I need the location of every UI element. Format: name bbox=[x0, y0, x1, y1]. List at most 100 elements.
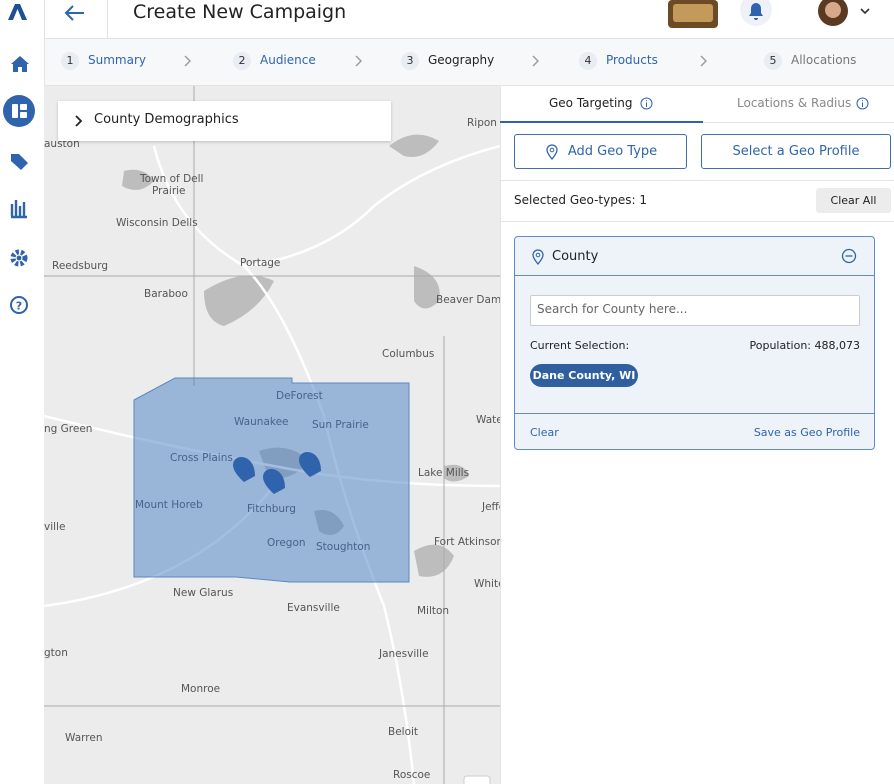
element bbox=[414, 266, 440, 309]
population-value: 488,073 bbox=[814, 339, 861, 352]
step-number: 1 bbox=[61, 52, 79, 70]
element bbox=[204, 275, 274, 326]
home-icon[interactable] bbox=[11, 56, 29, 72]
step-number: 2 bbox=[233, 52, 251, 70]
steps-bar bbox=[45, 39, 894, 86]
select-geo-profile-button[interactable]: Select a Geo Profile bbox=[701, 134, 891, 169]
step-label[interactable]: Audience bbox=[260, 53, 316, 67]
place-label: Waunakee bbox=[234, 416, 289, 428]
place-label: Ripon bbox=[467, 117, 497, 129]
place-label: Baraboo bbox=[144, 288, 188, 300]
button-label: Select a Geo Profile bbox=[732, 144, 860, 159]
chart-icon[interactable] bbox=[10, 200, 27, 219]
place-label: Cross Plains bbox=[170, 452, 233, 464]
dashboard-icon[interactable] bbox=[3, 95, 35, 127]
logo[interactable] bbox=[8, 4, 27, 20]
clear-all-button[interactable]: Clear All bbox=[816, 188, 891, 213]
info-icon[interactable] bbox=[640, 97, 653, 110]
element bbox=[64, 5, 84, 21]
tab[interactable]: Geo Targeting bbox=[549, 96, 633, 110]
map-pin[interactable] bbox=[263, 469, 285, 494]
page-title: Create New Campaign bbox=[133, 1, 347, 23]
place-label: Jefferson bbox=[481, 501, 500, 513]
collapse-button[interactable] bbox=[841, 248, 857, 264]
pins bbox=[233, 452, 321, 494]
place-label: Stoughton bbox=[316, 541, 370, 553]
element bbox=[444, 464, 469, 482]
save-profile-link[interactable]: Save as Geo Profile bbox=[753, 426, 860, 439]
element bbox=[389, 134, 439, 157]
place-label: Portage bbox=[240, 257, 280, 269]
step-number: 4 bbox=[579, 52, 597, 70]
element bbox=[640, 97, 653, 110]
clear-link[interactable]: Clear bbox=[530, 426, 559, 439]
separator bbox=[500, 180, 894, 181]
population: Population: 488,073 bbox=[750, 339, 861, 352]
step-number: 3 bbox=[401, 52, 419, 70]
sidebar-icons: ? bbox=[3, 4, 35, 314]
map-pin[interactable] bbox=[233, 457, 255, 482]
settings-icon[interactable] bbox=[10, 249, 28, 267]
info-icon[interactable] bbox=[856, 97, 869, 110]
back-button[interactable] bbox=[62, 2, 88, 24]
place-label: Monroe bbox=[181, 683, 220, 695]
demographics-panel[interactable] bbox=[58, 101, 391, 141]
settings-icon-center bbox=[16, 255, 22, 261]
place-label: Town of Dell bbox=[139, 173, 203, 185]
place-label: Fort Atkinson bbox=[434, 536, 500, 548]
county-search[interactable] bbox=[530, 295, 860, 326]
step-number: 5 bbox=[764, 52, 782, 70]
place-label: ville bbox=[44, 521, 65, 533]
selected-count: 1 bbox=[639, 193, 647, 207]
step-label[interactable]: Summary bbox=[88, 53, 146, 67]
step-label[interactable]: Products bbox=[606, 53, 658, 67]
place-label: Evansville bbox=[287, 602, 340, 614]
element bbox=[856, 97, 869, 110]
step-label[interactable]: Geography bbox=[428, 53, 495, 67]
map-control[interactable] bbox=[463, 775, 491, 784]
borders bbox=[44, 86, 500, 784]
element bbox=[75, 115, 83, 127]
selected-label: Selected Geo-types: 1 bbox=[514, 193, 647, 207]
place-label: Lake Mills bbox=[418, 467, 469, 479]
button-label: Add Geo Type bbox=[567, 144, 658, 159]
element bbox=[532, 249, 544, 265]
place-label: Mount Horeb bbox=[135, 499, 203, 511]
population-label: Population: bbox=[749, 339, 812, 352]
brand-logo-inner bbox=[673, 4, 713, 22]
avatar-face bbox=[825, 2, 841, 18]
place-label: Columbus bbox=[382, 348, 434, 360]
step-chevron bbox=[532, 55, 539, 67]
place-label: Beloit bbox=[388, 726, 418, 738]
selection-chip[interactable]: Dane County, WI bbox=[530, 364, 638, 387]
place-label: Janesville bbox=[378, 648, 429, 660]
place-label: auston bbox=[44, 138, 80, 150]
separator bbox=[500, 221, 894, 222]
account-menu[interactable] bbox=[860, 8, 870, 15]
active-tab-underline bbox=[500, 121, 703, 123]
county-card bbox=[514, 236, 875, 450]
element bbox=[535, 252, 541, 258]
help-icon[interactable] bbox=[10, 296, 28, 314]
place-label: gton bbox=[44, 647, 68, 659]
map-pin[interactable] bbox=[299, 452, 321, 477]
place-label: Reedsburg bbox=[52, 260, 108, 272]
add-geo-type-button[interactable]: Add Geo Type bbox=[514, 134, 687, 169]
card-title: County bbox=[552, 249, 599, 264]
expand-chevron[interactable] bbox=[72, 113, 86, 129]
card-divider bbox=[515, 413, 874, 414]
element bbox=[549, 147, 555, 152]
place-label: DeForest bbox=[276, 390, 323, 402]
place-label: Wisconsin Dells bbox=[116, 217, 198, 229]
button-label: Clear All bbox=[830, 194, 877, 207]
element bbox=[122, 169, 154, 190]
tab[interactable]: Locations & Radius bbox=[737, 96, 852, 110]
step-chevron bbox=[184, 55, 191, 67]
step-label[interactable]: Allocations bbox=[791, 53, 857, 67]
tag-icon[interactable] bbox=[11, 154, 28, 170]
place-label: Prairie bbox=[152, 185, 186, 197]
pin-icon bbox=[546, 143, 558, 160]
